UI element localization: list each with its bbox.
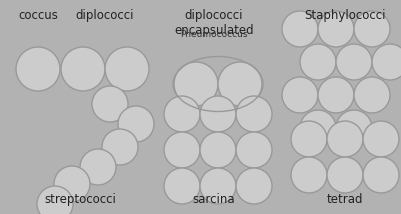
Text: sarcina: sarcina bbox=[192, 193, 235, 206]
Circle shape bbox=[290, 121, 326, 157]
Circle shape bbox=[217, 62, 261, 106]
Circle shape bbox=[16, 47, 60, 91]
Text: coccus: coccus bbox=[18, 9, 58, 22]
Circle shape bbox=[80, 149, 116, 185]
Circle shape bbox=[317, 11, 353, 47]
Circle shape bbox=[235, 168, 271, 204]
Circle shape bbox=[92, 86, 128, 122]
Circle shape bbox=[299, 44, 335, 80]
Text: streptococci: streptococci bbox=[44, 193, 115, 206]
Circle shape bbox=[326, 157, 362, 193]
Circle shape bbox=[164, 96, 200, 132]
Circle shape bbox=[200, 168, 235, 204]
Circle shape bbox=[164, 168, 200, 204]
Circle shape bbox=[105, 47, 149, 91]
Circle shape bbox=[317, 77, 353, 113]
Circle shape bbox=[174, 62, 217, 106]
Text: diplococci
encapsulated: diplococci encapsulated bbox=[174, 9, 253, 37]
Text: diplococci: diplococci bbox=[75, 9, 134, 22]
Circle shape bbox=[54, 166, 90, 202]
Circle shape bbox=[235, 132, 271, 168]
Circle shape bbox=[362, 121, 398, 157]
Circle shape bbox=[118, 106, 154, 142]
Circle shape bbox=[164, 132, 200, 168]
Circle shape bbox=[353, 77, 389, 113]
Circle shape bbox=[290, 157, 326, 193]
Circle shape bbox=[326, 121, 362, 157]
Circle shape bbox=[61, 47, 105, 91]
Text: Pneumococcus: Pneumococcus bbox=[180, 30, 247, 39]
Circle shape bbox=[281, 11, 317, 47]
Circle shape bbox=[299, 110, 335, 146]
Circle shape bbox=[102, 129, 138, 165]
Circle shape bbox=[335, 110, 371, 146]
Circle shape bbox=[200, 96, 235, 132]
Text: Staphylococci: Staphylococci bbox=[304, 9, 385, 22]
Circle shape bbox=[281, 77, 317, 113]
Circle shape bbox=[235, 96, 271, 132]
Circle shape bbox=[362, 157, 398, 193]
Text: tetrad: tetrad bbox=[326, 193, 363, 206]
Circle shape bbox=[371, 44, 401, 80]
Circle shape bbox=[37, 186, 73, 214]
Circle shape bbox=[335, 44, 371, 80]
Circle shape bbox=[200, 132, 235, 168]
Circle shape bbox=[353, 11, 389, 47]
